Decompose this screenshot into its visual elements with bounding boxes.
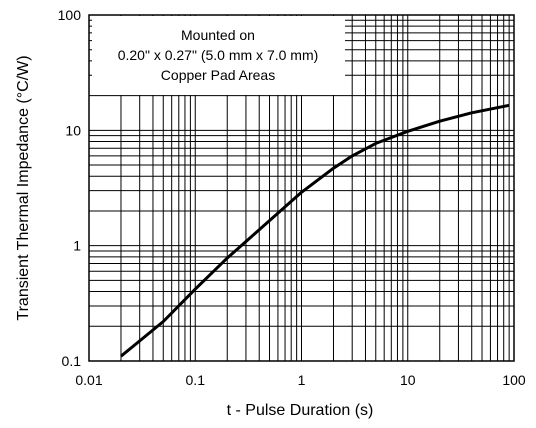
x-tick-label: 0.1 <box>186 372 206 388</box>
y-tick-label: 10 <box>65 122 81 138</box>
series-line <box>120 103 510 358</box>
x-tick-label: 0.01 <box>75 372 102 388</box>
y-tick-label: 100 <box>58 7 82 23</box>
x-tick-label: 100 <box>502 372 526 388</box>
annotation-line-2: 0.20" x 0.27" (5.0 mm x 7.0 mm) <box>118 47 319 63</box>
x-tick-label: 10 <box>400 372 416 388</box>
x-axis-title: t - Pulse Duration (s) <box>227 402 374 419</box>
annotation-line-1: Mounted on <box>181 27 255 43</box>
series-layer <box>120 103 510 358</box>
plot-frame <box>88 14 515 362</box>
annotation-line-3: Copper Pad Areas <box>161 67 275 83</box>
annotation-box <box>92 16 345 95</box>
y-axis-title: Transient Thermal Impedance (°C/W) <box>15 55 32 320</box>
x-tick-label: 1 <box>298 372 306 388</box>
y-tick-label: 1 <box>73 238 81 254</box>
x-tick-labels: 0.01 0.1 1 10 100 <box>75 372 526 388</box>
y-tick-labels: 0.1 1 10 100 <box>58 7 82 369</box>
y-tick-label: 0.1 <box>62 353 82 369</box>
